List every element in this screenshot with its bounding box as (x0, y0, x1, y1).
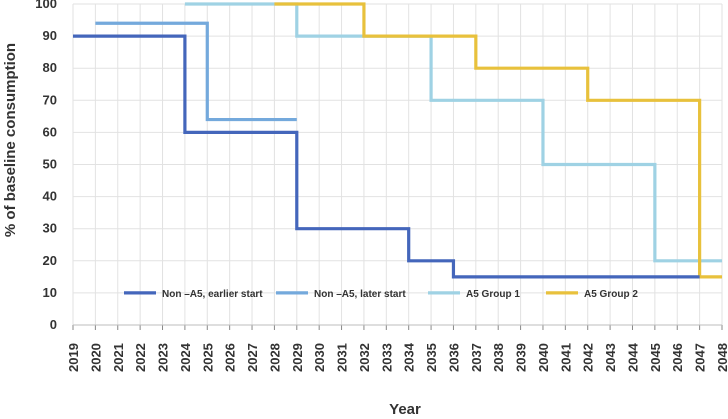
series-line-0 (73, 34, 700, 279)
x-tick-label: 2020 (88, 343, 103, 372)
legend-label: A5 Group 1 (466, 289, 520, 300)
x-tick-label: 2023 (156, 343, 171, 372)
y-tick-label: 30 (43, 221, 57, 236)
x-tick-label: 2041 (558, 343, 573, 372)
series-line-2 (184, 2, 722, 263)
x-tick-label: 2037 (469, 343, 484, 372)
x-axis-title: Year (389, 401, 421, 418)
x-tick-label: 2027 (245, 343, 260, 372)
x-tick-label: 2029 (290, 343, 305, 372)
x-tick-label: 2045 (648, 343, 663, 372)
x-tick-label: 2046 (670, 343, 685, 372)
x-tick-label: 2021 (111, 343, 126, 372)
x-tick-label: 2044 (625, 342, 640, 372)
x-tick-label: 2032 (357, 343, 372, 372)
x-tick-label: 2040 (536, 343, 551, 372)
y-tick-label: 80 (43, 60, 57, 75)
x-tick-label: 2033 (379, 343, 394, 372)
legend: Non –A5, earlier start Non –A5, later sta… (124, 289, 638, 300)
y-tick-label: 10 (43, 285, 57, 300)
y-tick-label: 50 (43, 157, 57, 172)
x-tick-label: 2035 (424, 343, 439, 372)
x-tick-label: 2034 (402, 342, 417, 372)
legend-label: A5 Group 2 (584, 289, 638, 300)
x-tick-label: 2047 (693, 343, 708, 372)
y-tick-label: 60 (43, 124, 57, 139)
y-tick-label: 90 (43, 28, 57, 43)
y-tick-label: 70 (43, 92, 57, 107)
series-lines (73, 2, 722, 279)
legend-label: Non –A5, later start (314, 289, 406, 300)
x-tick-label: 2043 (603, 343, 618, 372)
y-tick-label: 100 (35, 0, 57, 11)
x-tick-label: 2025 (200, 343, 215, 372)
x-tick-label: 2019 (66, 343, 81, 372)
x-tick-label: 2038 (491, 343, 506, 372)
grid (72, 3, 723, 326)
x-tick-label: 2024 (178, 342, 193, 372)
x-tick-label: 2031 (335, 343, 350, 372)
series-line-1 (95, 21, 297, 122)
y-tick-label: 40 (43, 189, 57, 204)
y-axis-title: % of baseline consumption (2, 43, 19, 237)
x-tick-label: 2030 (312, 343, 327, 372)
x-tick-label: 2042 (581, 343, 596, 372)
x-tick-label: 2028 (267, 343, 282, 372)
x-tick-label: 2048 (715, 343, 728, 372)
x-tick-label: 2039 (514, 343, 529, 372)
x-tick-label: 2022 (133, 343, 148, 372)
legend-label: Non –A5, earlier start (162, 289, 263, 300)
x-tick-label: 2036 (446, 343, 461, 372)
x-tick-label: 2026 (223, 343, 238, 372)
y-tick-label: 20 (43, 253, 57, 268)
series-line-3 (274, 2, 722, 279)
y-tick-label: 0 (50, 317, 57, 332)
